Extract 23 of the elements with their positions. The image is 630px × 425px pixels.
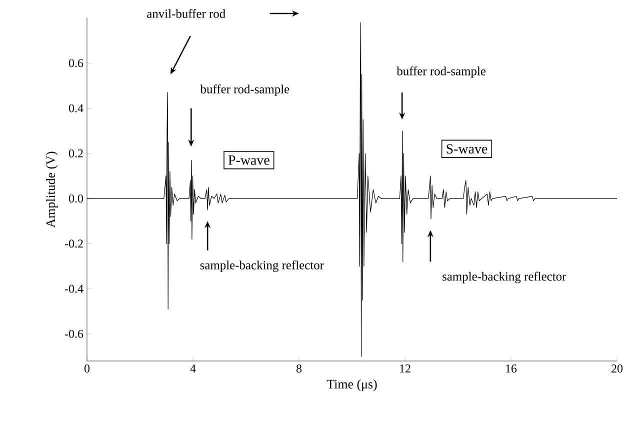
text: anvil-buffer rod xyxy=(147,9,226,18)
x-tick-label: 0 xyxy=(84,364,90,373)
y-tick-label: 0.6 xyxy=(68,59,84,68)
x-tick-label: 12 xyxy=(400,364,410,372)
annotation: buffer rod-sample xyxy=(396,66,486,78)
y-tick-label: -0.2 xyxy=(64,240,83,248)
x-tick-label: 20 xyxy=(612,364,623,373)
x-axis-title: Time (μs) xyxy=(326,379,377,392)
x-tick-label: 4 xyxy=(190,364,196,372)
line-series xyxy=(86,22,618,357)
y-tick-label: -0.4 xyxy=(64,284,84,293)
annotation: sample-backing reflector xyxy=(200,260,324,272)
y-tick-label: -0.6 xyxy=(64,330,84,338)
annotation: sample-backing reflector xyxy=(442,272,566,284)
annotation: P-wave xyxy=(228,156,270,165)
y-tick-label: 0.2 xyxy=(68,149,83,158)
x-tick-label: 8 xyxy=(296,364,302,373)
x-tick-label: 16 xyxy=(506,364,517,373)
annotation: buffer rod-sample xyxy=(200,84,290,96)
y-tick-label: 0.4 xyxy=(68,104,84,112)
annotation: S-wave xyxy=(446,144,488,154)
y-axis-title: Amplitude (V) xyxy=(46,152,58,228)
y-tick-label: 0.0 xyxy=(68,194,84,203)
